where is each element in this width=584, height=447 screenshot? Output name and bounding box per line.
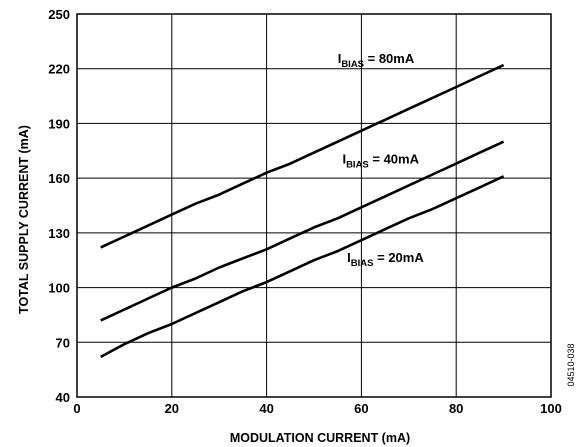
y-tick-labels: 40 70 100 130 160 190 220 250	[48, 7, 70, 405]
series-label-ibias-20ma: IBIAS = 20mA	[347, 250, 424, 269]
series-label-value: = 20mA	[374, 250, 425, 265]
x-tick-label: 20	[165, 401, 179, 416]
x-tick-label: 0	[73, 401, 80, 416]
grid	[77, 14, 551, 397]
series-label-main: I	[342, 152, 346, 167]
series-label-value: = 40mA	[369, 152, 420, 167]
x-tick-label: 60	[354, 401, 368, 416]
series-line-2	[100, 175, 505, 359]
series-label-ibias-40ma: IBIAS = 40mA	[342, 152, 419, 171]
y-tick-label: 250	[48, 7, 70, 22]
y-axis-title: TOTAL SUPPLY CURRENT (mA)	[17, 125, 31, 314]
y-tick-label: 190	[48, 116, 70, 131]
figure-code: 04510-038	[566, 343, 576, 386]
series-lines	[100, 63, 505, 359]
y-tick-label: 220	[48, 62, 70, 77]
x-tick-label: 100	[540, 401, 562, 416]
x-tick-label: 40	[259, 401, 273, 416]
y-tick-label: 100	[48, 281, 70, 296]
y-tick-label: 130	[48, 226, 70, 241]
y-tick-label: 160	[48, 171, 70, 186]
y-tick-label: 40	[56, 390, 70, 405]
x-axis-title: MODULATION CURRENT (mA)	[230, 431, 410, 445]
series-label-subscript: BIAS	[341, 59, 364, 70]
series-label-subscript: BIAS	[351, 258, 374, 269]
series-label-ibias-80ma: IBIAS = 80mA	[338, 51, 415, 70]
x-tick-label: 80	[449, 401, 463, 416]
plot-frame	[76, 13, 552, 398]
series-line-0	[100, 63, 505, 249]
y-tick-label: 70	[56, 335, 70, 350]
series-line-1	[100, 140, 505, 322]
series-label-main: I	[347, 250, 351, 265]
series-label-value: = 80mA	[364, 51, 415, 66]
series-label-subscript: BIAS	[346, 160, 369, 171]
x-tick-labels: 0 20 40 60 80 100	[73, 401, 561, 416]
series-label-main: I	[338, 51, 342, 66]
